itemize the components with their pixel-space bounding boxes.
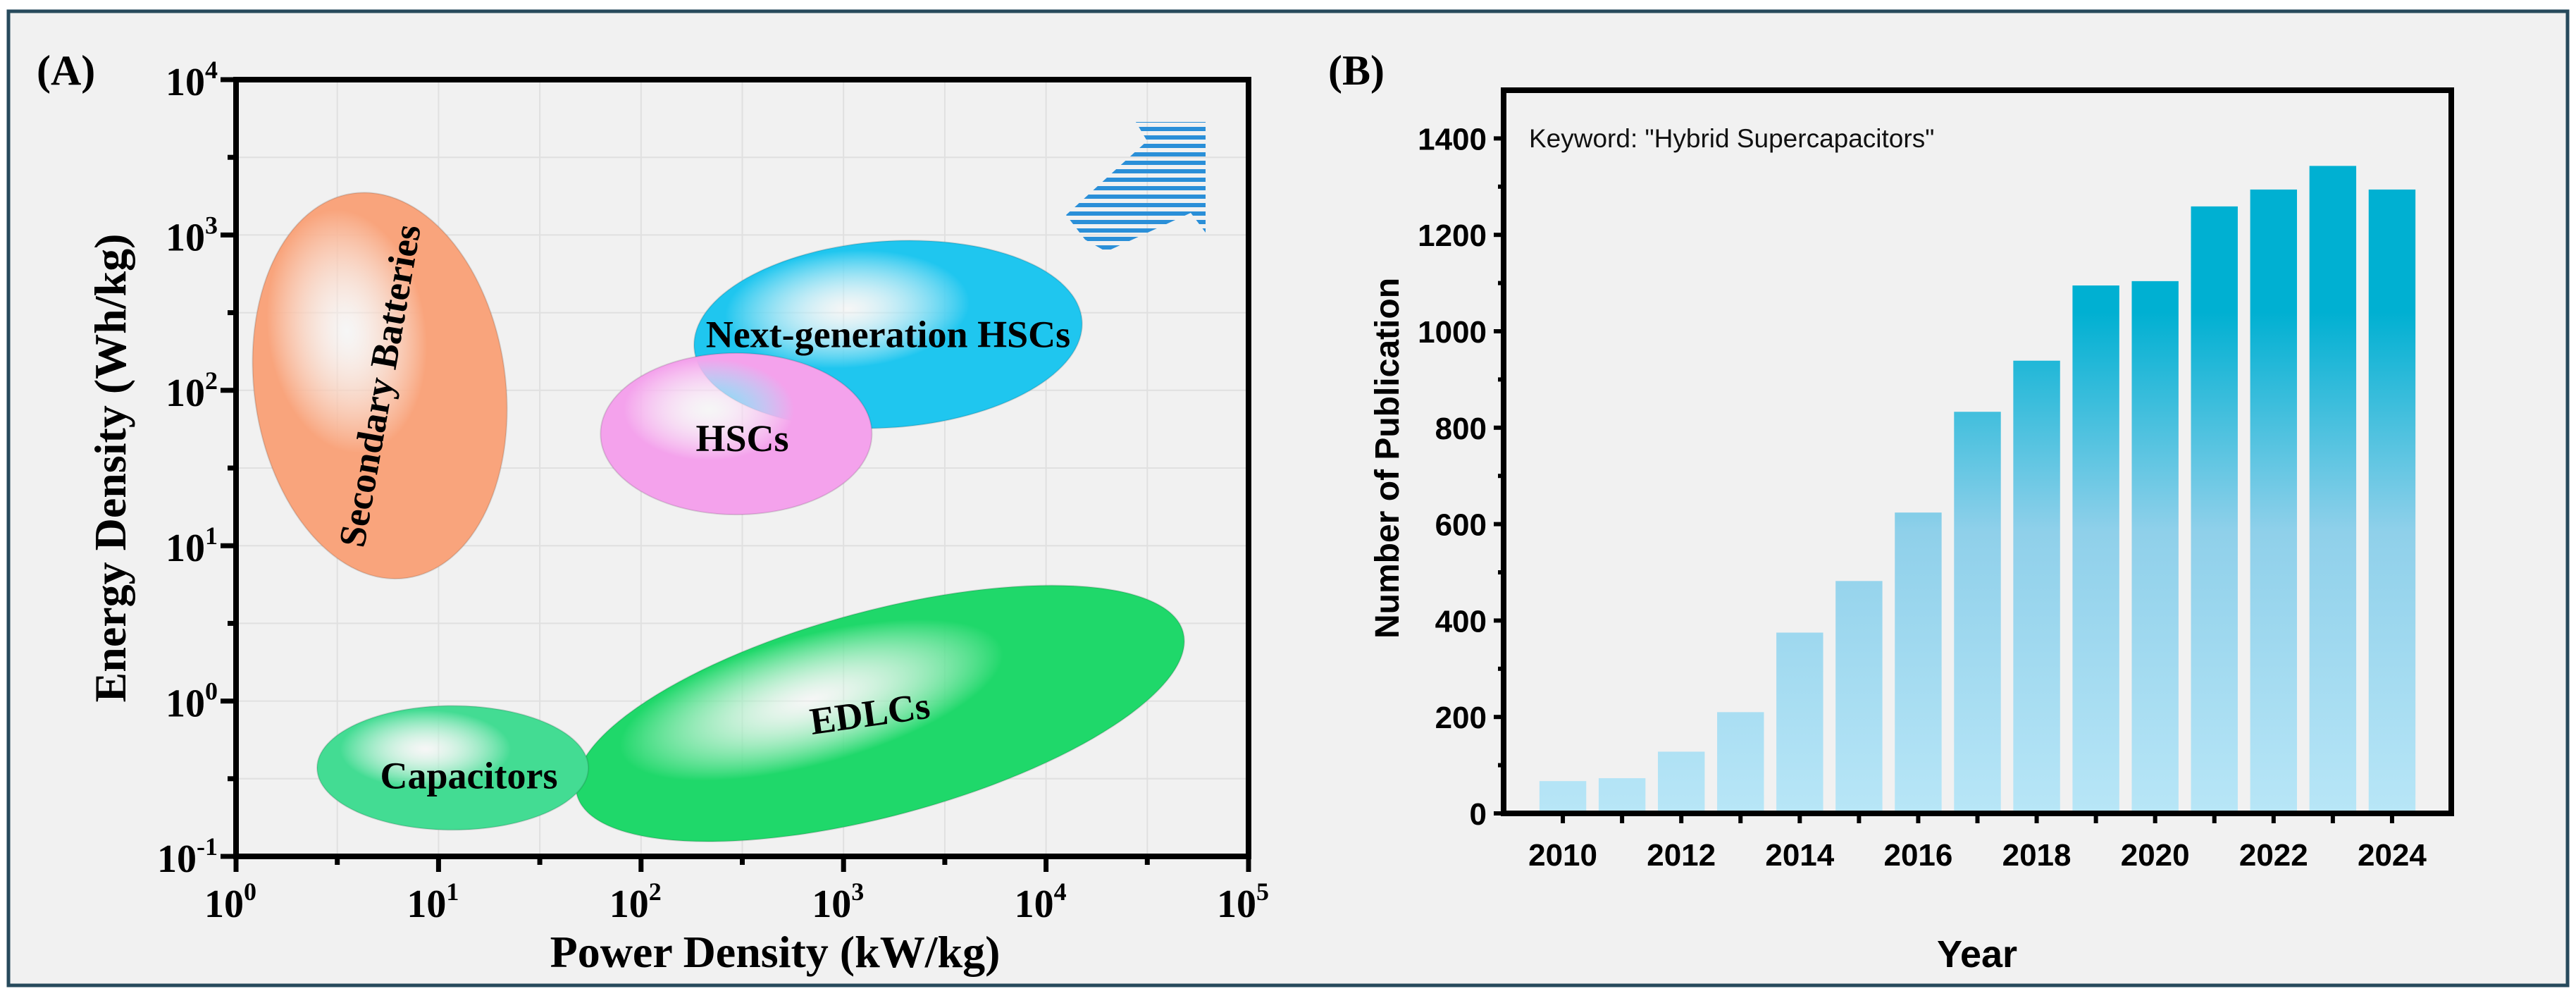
bar-2016	[1895, 512, 1942, 813]
tick-base: 10	[166, 216, 205, 259]
x-tick-label: 102	[609, 878, 662, 926]
tick-base: 10	[609, 882, 649, 926]
bar-2017	[1954, 412, 2001, 813]
trend-arrow-icon	[1066, 122, 1206, 252]
region-label-capacitors: Capacitors	[380, 754, 558, 796]
tick-exponent: 4	[205, 56, 218, 84]
region-hscs	[600, 352, 873, 516]
x-tick-label: 2010	[1528, 838, 1597, 873]
region-secondary-batteries	[252, 192, 508, 580]
keyword-annotation: Keyword: "Hybrid Supercapacitors"	[1529, 124, 1934, 153]
panel-a-y-axis-title: Energy Density (Wh/kg)	[85, 234, 135, 703]
x-tick-label: 2024	[2358, 838, 2427, 873]
y-tick-label: 800	[1435, 412, 1487, 446]
tick-exponent: 1	[205, 522, 218, 550]
tick-exponent: 0	[205, 677, 218, 706]
x-tick-label: 2022	[2239, 838, 2308, 873]
tick-base: 10	[407, 882, 446, 926]
region-label-hscs: HSCs	[695, 417, 788, 460]
y-tick-label: 0	[1470, 797, 1487, 832]
panel-a-label: (A)	[37, 47, 95, 94]
y-tick-label: 400	[1435, 604, 1487, 639]
panel-a-energy-power-chart: (A) Secondary Batteries Next-generation H…	[37, 47, 1269, 977]
region-edlcs	[574, 584, 1185, 842]
bar-2020	[2131, 281, 2179, 813]
bar-2010	[1539, 781, 1587, 813]
bar-2019	[2072, 285, 2119, 813]
tick-exponent: 4	[1054, 878, 1067, 906]
panel-b-label: (B)	[1328, 47, 1385, 94]
bar-2011	[1598, 778, 1646, 813]
tick-base: 10	[812, 882, 851, 926]
tick-base: 10	[166, 527, 205, 570]
y-tick-label: 1200	[1418, 219, 1487, 253]
bar-2014	[1776, 632, 1823, 813]
y-tick-label: 200	[1435, 701, 1487, 735]
y-tick-label: 600	[1435, 508, 1487, 543]
bar-2024	[2368, 189, 2416, 813]
region-ellipse-capacitors	[316, 705, 590, 831]
bar-2013	[1717, 712, 1764, 813]
x-tick-label: 103	[812, 878, 864, 926]
x-tick-label: 104	[1015, 878, 1067, 926]
y-tick-label: 1000	[1418, 315, 1487, 350]
tick-exponent: 3	[851, 878, 864, 906]
bar-2022	[2250, 189, 2298, 813]
tick-exponent: 5	[1256, 878, 1269, 906]
tick-exponent: -1	[197, 832, 218, 861]
x-tick-label: 2012	[1647, 838, 1716, 873]
tick-base: 10	[204, 882, 244, 926]
bar-2012	[1657, 751, 1705, 813]
x-tick-label: 2016	[1883, 838, 1952, 873]
x-tick-label: 2014	[1765, 838, 1834, 873]
y-tick-label: 102	[166, 367, 218, 415]
x-tick-label: 101	[407, 878, 459, 926]
panel-a-regions: Secondary Batteries Next-generation HSCsH…	[252, 192, 1185, 842]
region-ellipse-hscs	[600, 352, 873, 516]
tick-exponent: 2	[649, 878, 662, 906]
y-tick-label: 101	[166, 522, 218, 570]
bar-2021	[2191, 206, 2238, 813]
y-tick-label: 100	[166, 677, 218, 726]
y-tick-label: 10-1	[157, 832, 218, 881]
bar-2018	[2013, 360, 2060, 813]
tick-exponent: 2	[205, 367, 218, 395]
bar-2015	[1835, 581, 1883, 813]
tick-exponent: 0	[244, 878, 256, 906]
region-ellipse-edlcs	[574, 584, 1185, 842]
y-tick-label: 103	[166, 211, 218, 259]
x-tick-label: 105	[1217, 878, 1269, 926]
panel-b-ticks: 2010 2012 2014 2016 2018 2020 2022 2024 0 200 400 6…	[1418, 122, 2427, 873]
tick-exponent: 3	[205, 211, 218, 239]
y-tick-label: 104	[166, 56, 218, 104]
tick-exponent: 1	[446, 878, 459, 906]
region-capacitors	[316, 705, 590, 831]
panel-a-x-axis-title: Power Density (kW/kg)	[550, 927, 1001, 977]
panel-b-bars	[1539, 166, 2416, 813]
tick-base: 10	[157, 837, 197, 881]
tick-base: 10	[166, 371, 205, 415]
x-tick-label: 2018	[2002, 838, 2072, 873]
region-ellipse-secondary-batteries	[252, 192, 508, 580]
panel-b-publications-chart: (B) 2010 2012 2014 2016 2018 2020 2022 2024 0 200…	[1328, 47, 2454, 976]
tick-base: 10	[166, 61, 205, 104]
panel-b-x-axis-title: Year	[1937, 933, 2017, 976]
tick-base: 10	[1015, 882, 1054, 926]
region-label-next-generation-hscs: Next-generation HSCs	[706, 313, 1070, 355]
y-tick-label: 1400	[1418, 122, 1487, 156]
tick-base: 10	[1217, 882, 1256, 926]
x-tick-label: 2020	[2121, 838, 2190, 873]
x-tick-label: 100	[204, 878, 256, 926]
bar-2023	[2309, 166, 2357, 813]
tick-base: 10	[166, 682, 205, 726]
panel-b-y-axis-title: Number of Publication	[1369, 278, 1406, 639]
